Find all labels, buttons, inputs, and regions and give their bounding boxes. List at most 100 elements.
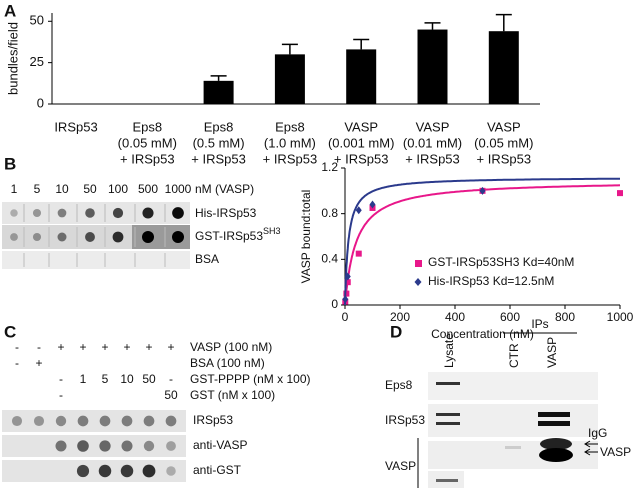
- blot-dot: [142, 207, 154, 219]
- arrow: [584, 440, 598, 448]
- y-tick-label: 25: [30, 54, 44, 69]
- x-tick-label: 0: [342, 310, 349, 324]
- band: [505, 446, 521, 449]
- bar: [274, 54, 305, 104]
- blot-strip: [428, 404, 598, 437]
- blot-dot: [32, 208, 42, 218]
- point: [344, 272, 351, 281]
- blot-dot: [121, 440, 133, 452]
- blot-row-label: BSA: [195, 252, 219, 266]
- blot-row-label: GST-IRSp53: [195, 229, 263, 243]
- blot-row-label: IRSp53: [193, 413, 233, 427]
- blot-dot: [166, 441, 176, 451]
- y-tick-label: 50: [30, 13, 44, 28]
- condition-cell: -: [37, 340, 41, 354]
- blot-dot: [85, 208, 95, 218]
- blot-dot: [10, 209, 18, 217]
- blot-row-label: Eps8: [385, 378, 413, 392]
- x-tick-label: + IRSp53: [405, 151, 460, 166]
- band: [540, 438, 572, 450]
- blot-dot: [98, 464, 112, 478]
- y-tick-label: 0.8: [321, 206, 338, 220]
- blot-dot: [142, 464, 156, 478]
- blot-dot: [33, 415, 45, 427]
- condition-cell: -: [15, 356, 19, 370]
- panel-label: C: [4, 322, 16, 341]
- x-tick-label: 400: [445, 310, 465, 324]
- error-bar: [353, 38, 370, 50]
- condition-cell: 50: [142, 372, 156, 386]
- blot-row-label: His-IRSp53: [195, 206, 257, 220]
- blot-column-label: 100: [108, 182, 128, 196]
- arrow-label: IgG: [588, 426, 607, 440]
- blot-unit: nM (VASP): [195, 182, 254, 196]
- lane-label: CTR: [507, 343, 521, 368]
- x-tick-label: + IRSp53: [120, 151, 175, 166]
- point: [369, 200, 376, 209]
- x-tick-label: 800: [555, 310, 575, 324]
- point: [342, 295, 349, 304]
- y-tick-label: 0.4: [321, 252, 338, 266]
- y-tick-label: 0: [37, 95, 44, 110]
- x-tick-label: (0.001 mM): [328, 135, 394, 150]
- error-bar: [281, 43, 298, 55]
- x-tick-label: (0.05 mM): [118, 135, 177, 150]
- condition-cell: -: [169, 372, 173, 386]
- y-tick-label: 0: [331, 297, 338, 311]
- condition-cell: -: [15, 340, 19, 354]
- blot-dot: [32, 232, 42, 242]
- blot-dot: [143, 440, 155, 452]
- blot-row-label: GST-IRSp53SH3: [195, 226, 281, 243]
- blot-dot: [77, 415, 89, 427]
- fit-curve: [344, 177, 620, 305]
- blot-strip: [2, 251, 190, 269]
- blot-column-label: 1: [11, 182, 18, 196]
- blot-strip: [2, 410, 186, 432]
- condition-label: GST-PPPP (nM x 100): [190, 372, 311, 386]
- condition-label: BSA (100 nM): [190, 356, 265, 370]
- bar: [346, 49, 377, 104]
- legend-marker: [415, 260, 422, 267]
- error-bar: [495, 13, 512, 32]
- blot-row-label: VASP: [385, 459, 416, 473]
- x-tick-label: VASP: [487, 119, 521, 134]
- error-bar: [424, 22, 441, 30]
- blot-row-label: anti-GST: [193, 463, 242, 477]
- x-tick-label: (0.01 mM): [403, 135, 462, 150]
- blot-dot: [166, 466, 176, 476]
- blot-dot: [99, 440, 111, 452]
- x-tick-label: 200: [390, 310, 410, 324]
- x-tick-label: Eps8: [275, 119, 305, 134]
- condition-cell: 50: [164, 388, 178, 402]
- blot-column-label: 1000: [165, 182, 192, 196]
- bar: [417, 29, 448, 104]
- panel-label: A: [4, 1, 16, 20]
- condition-cell: +: [35, 356, 42, 370]
- superscript: SH3: [263, 226, 281, 236]
- condition-cell: 10: [120, 372, 134, 386]
- y-axis-label: bundles/field: [5, 22, 20, 95]
- blot-dot: [55, 415, 67, 427]
- x-tick-label: VASP: [344, 119, 378, 134]
- point: [617, 190, 623, 197]
- legend-label: GST-IRSp53SH3 Kd=40nM: [428, 255, 574, 269]
- bar: [488, 31, 519, 105]
- blot-strip: [2, 460, 186, 482]
- condition-cell: +: [145, 340, 152, 354]
- band: [436, 382, 460, 385]
- blot-dot: [57, 208, 67, 218]
- blot-row-label: IRSp53: [385, 413, 425, 427]
- condition-cell: 5: [102, 372, 109, 386]
- x-tick-label: 1000: [607, 310, 634, 324]
- y-axis-label: VASP bound:total: [299, 190, 313, 284]
- blot-dot: [142, 231, 154, 243]
- point: [344, 279, 351, 286]
- legend-label: His-IRSp53 Kd=12.5nM: [428, 274, 554, 288]
- panel-label: D: [390, 322, 402, 341]
- blot-dot: [143, 415, 155, 427]
- lane-label: Lysate: [442, 333, 456, 368]
- error-bar: [210, 75, 227, 81]
- x-tick-label: IRSp53: [54, 119, 97, 134]
- point: [355, 250, 362, 257]
- arrow-label: VASP: [600, 445, 631, 459]
